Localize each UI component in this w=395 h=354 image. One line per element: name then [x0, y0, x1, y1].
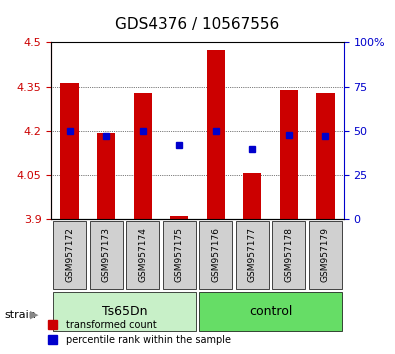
Bar [243, 173, 261, 219]
Text: GSM957176: GSM957176 [211, 227, 220, 282]
FancyBboxPatch shape [273, 221, 305, 289]
Text: GDS4376 / 10567556: GDS4376 / 10567556 [115, 17, 280, 32]
Bar [97, 133, 115, 219]
Text: GSM957174: GSM957174 [138, 227, 147, 282]
FancyBboxPatch shape [199, 292, 342, 331]
Bar [207, 50, 225, 219]
FancyBboxPatch shape [163, 221, 196, 289]
Bar [316, 93, 335, 219]
Text: strain: strain [4, 310, 36, 320]
Text: GSM957177: GSM957177 [248, 227, 257, 282]
FancyBboxPatch shape [199, 221, 232, 289]
Bar [60, 83, 79, 219]
FancyBboxPatch shape [53, 292, 196, 331]
FancyBboxPatch shape [53, 221, 86, 289]
Bar [280, 90, 298, 219]
FancyBboxPatch shape [309, 221, 342, 289]
Text: GSM957179: GSM957179 [321, 227, 330, 282]
Text: GSM957178: GSM957178 [284, 227, 293, 282]
Legend: transformed count, percentile rank within the sample: transformed count, percentile rank withi… [44, 316, 235, 349]
FancyBboxPatch shape [90, 221, 122, 289]
Text: GSM957175: GSM957175 [175, 227, 184, 282]
Text: GSM957173: GSM957173 [102, 227, 111, 282]
Text: Ts65Dn: Ts65Dn [102, 305, 147, 318]
Text: GSM957172: GSM957172 [65, 227, 74, 282]
Bar [170, 216, 188, 219]
Bar [134, 93, 152, 219]
Text: control: control [249, 305, 292, 318]
FancyBboxPatch shape [236, 221, 269, 289]
FancyBboxPatch shape [126, 221, 159, 289]
Text: ▶: ▶ [30, 310, 38, 320]
